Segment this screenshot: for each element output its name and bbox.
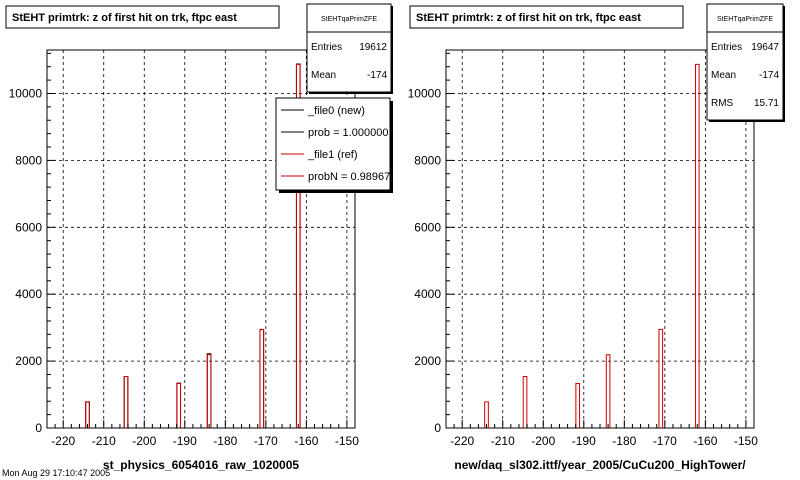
histogram-bar <box>694 63 700 428</box>
x-tick-label: -200 <box>132 434 156 448</box>
x-tick-label: -150 <box>335 434 359 448</box>
histogram-bar <box>123 375 129 428</box>
histogram-bar <box>295 63 301 428</box>
x-tick-label: -180 <box>213 434 237 448</box>
stats-label: Entries <box>311 42 342 53</box>
x-axis-label: new/daq_sl302.ittf/year_2005/CuCu200_Hig… <box>454 458 746 472</box>
legend-label: _file1 (ref) <box>307 149 358 161</box>
chart-title: StEHT primtrk: z of first hit on trk, ft… <box>12 12 237 24</box>
histogram-bar <box>259 328 265 428</box>
x-tick-label: -170 <box>653 434 677 448</box>
stats-box-frame <box>706 3 784 121</box>
legend-frame <box>275 97 391 191</box>
x-tick-label: -170 <box>254 434 278 448</box>
x-tick-label: -180 <box>612 434 636 448</box>
y-tick-label: 10000 <box>408 86 442 100</box>
legend-label: probN = 0.989676 <box>308 171 396 183</box>
histogram-bar <box>575 383 581 428</box>
chart-1: -220 -210 -200 -190 -180 -170 -160 -150 0 2000 400… <box>5 3 396 472</box>
x-tick-label: -220 <box>450 434 474 448</box>
x-tick-label: -220 <box>51 434 75 448</box>
stats-label: Mean <box>311 70 336 81</box>
legend-label: prob = 1.000000 <box>308 127 388 139</box>
y-tick-label: 0 <box>434 421 441 435</box>
stats-box-title: StEHTqaPrimZFE <box>321 16 377 23</box>
plot-frame <box>445 49 755 429</box>
y-tick-label: 8000 <box>15 153 42 167</box>
title-box <box>409 5 684 29</box>
y-tick-label: 2000 <box>15 354 42 368</box>
histogram-bar <box>522 375 528 428</box>
legend-label: _file0 (new) <box>307 105 365 117</box>
legend-entries: _file0 (new) prob = 1.000000 _file1 (ref) p… <box>281 105 396 183</box>
histogram-bar <box>605 354 611 428</box>
stats-box: StEHTqaPrimZFE Entries 19612 Mean -174 <box>306 3 393 94</box>
stats-value: -174 <box>759 70 779 81</box>
x-tick-label: -150 <box>734 434 758 448</box>
legend: _file0 (new) prob = 1.000000 _file1 (ref) p… <box>275 97 396 193</box>
x-tick-label: -210 <box>491 434 515 448</box>
histogram-bar <box>658 328 664 428</box>
stats-value: -174 <box>367 70 387 81</box>
stats-label: Mean <box>711 70 736 81</box>
histogram-bar <box>206 354 212 428</box>
y-tick-label: 4000 <box>15 287 42 301</box>
stats-value: 19612 <box>359 42 387 53</box>
histogram-bar <box>176 383 182 428</box>
y-tick-label: 8000 <box>414 153 441 167</box>
x-tick-label: -160 <box>693 434 717 448</box>
x-tick-label: -160 <box>294 434 318 448</box>
stats-box-title: StEHTqaPrimZFE <box>717 16 773 23</box>
stats-value: 19647 <box>751 42 779 53</box>
histogram-bar <box>85 401 90 428</box>
stats-label: Entries <box>711 42 742 53</box>
y-tick-label: 0 <box>35 421 42 435</box>
timestamp-label: Mon Aug 29 17:10:47 2005 <box>2 468 111 478</box>
stats-box: StEHTqaPrimZFE Entries 19647 Mean -174 RMS 15.… <box>706 3 785 122</box>
y-tick-label: 6000 <box>414 220 441 234</box>
chart-2: -220 -210 -200 -190 -180 -170 -160 -150 0 2000 400… <box>408 3 785 472</box>
y-tick-label: 4000 <box>414 287 441 301</box>
histogram-bar <box>484 401 489 428</box>
stats-box-frame <box>306 3 392 93</box>
x-axis-label: st_physics_6054016_raw_1020005 <box>103 458 299 472</box>
title-box <box>5 5 280 29</box>
x-tick-label: -190 <box>173 434 197 448</box>
x-tick-label: -190 <box>572 434 596 448</box>
x-tick-label: -200 <box>531 434 555 448</box>
stats-label: RMS <box>711 98 734 109</box>
y-tick-label: 10000 <box>9 86 43 100</box>
y-tick-label: 2000 <box>414 354 441 368</box>
y-tick-label: 6000 <box>15 220 42 234</box>
chart-title: StEHT primtrk: z of first hit on trk, ft… <box>416 12 641 24</box>
stats-value: 15.71 <box>754 98 779 109</box>
x-tick-label: -210 <box>92 434 116 448</box>
